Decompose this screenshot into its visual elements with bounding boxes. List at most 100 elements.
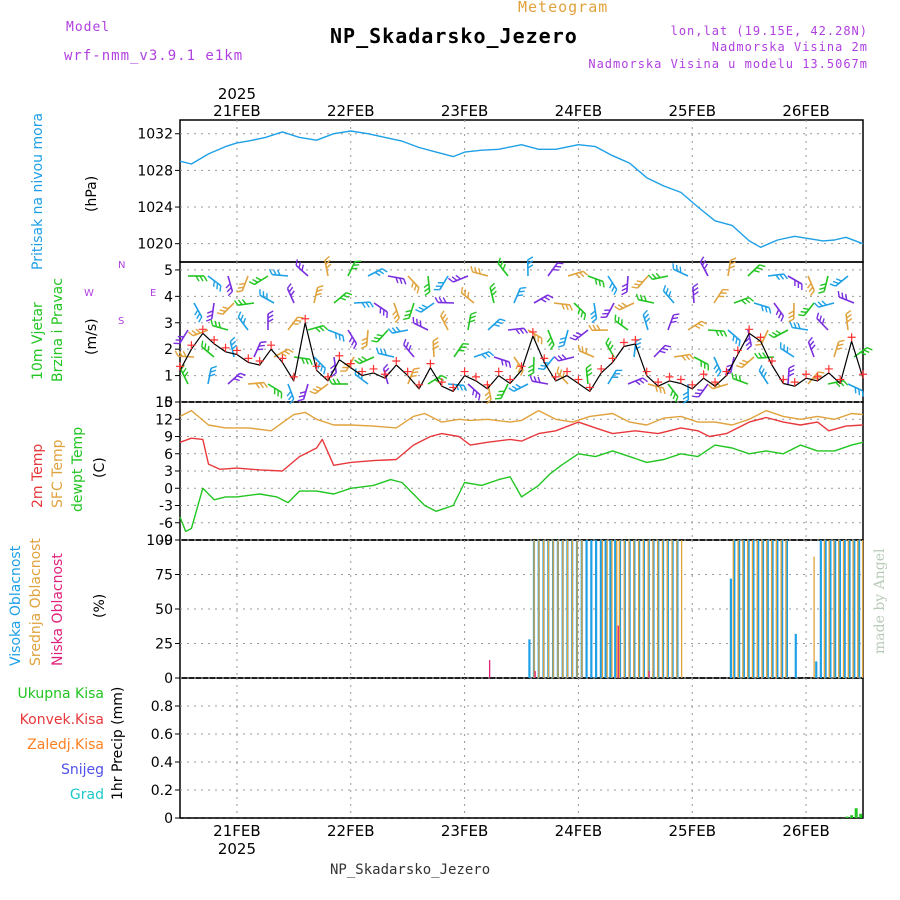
- wind-speed-marker: [369, 364, 378, 373]
- wind-barb-feather: [395, 326, 401, 332]
- wind-barb-feather: [559, 337, 567, 340]
- wind-barb-feather: [195, 328, 201, 334]
- wind-barb-feather: [540, 364, 547, 368]
- wind-barb-feather: [267, 318, 274, 323]
- precip-bar: [854, 808, 858, 818]
- wind-barb-feather: [405, 341, 409, 349]
- legend-zaledj-kisa: Zaledj.Kisa: [27, 737, 104, 753]
- bottom-date-label: 24FEB: [555, 822, 602, 840]
- wind-barb-feather: [329, 364, 336, 370]
- wind-barb-feather: [607, 341, 612, 347]
- wind-barb-feather: [236, 290, 243, 293]
- wind-barb-feather: [813, 302, 820, 308]
- wind-barb: [807, 341, 815, 358]
- wind-barb: [212, 324, 229, 331]
- wind-barb-feather: [837, 290, 840, 298]
- wind-barb-feather: [732, 335, 735, 342]
- y-tick-label: 0.8: [151, 699, 173, 715]
- wind-barb-feather: [520, 369, 524, 376]
- wind-barb-feather: [219, 309, 226, 313]
- wind-barb-feather: [674, 396, 679, 403]
- wind-barb-feather: [237, 299, 243, 306]
- wind-barb-feather: [537, 367, 545, 371]
- wind-barb-feather: [434, 296, 439, 303]
- wind-barb-feather: [415, 309, 422, 313]
- wind-barb-feather: [357, 357, 364, 363]
- y-tick-label: 12: [155, 412, 173, 428]
- wind-barb-feather: [242, 317, 247, 324]
- wind-barb-feather: [284, 350, 290, 355]
- wind-speed-marker: [335, 351, 344, 360]
- wind-speed-marker: [756, 333, 765, 342]
- wind-barb-feather: [511, 385, 518, 391]
- wind-barb-feather: [671, 316, 679, 320]
- wind-barb-feather: [301, 357, 305, 364]
- wind-barb-feather: [361, 302, 366, 308]
- wind-barb: [587, 275, 604, 283]
- wind-barb-feather: [746, 345, 752, 351]
- wind-barb-feather: [854, 387, 857, 394]
- wind-barb-feather: [679, 266, 682, 273]
- temp2m-line: [179, 416, 864, 472]
- model-label: Model: [66, 20, 111, 35]
- wind-barb-feather: [421, 304, 428, 309]
- wind-barb-feather: [748, 296, 755, 302]
- wind-barb-feather: [621, 291, 628, 296]
- wind-barb-feather: [298, 261, 302, 269]
- wind-speed-marker: [471, 372, 480, 381]
- wind-barb-feather: [735, 337, 738, 344]
- wind-barb-feather: [371, 339, 378, 343]
- wind-barb-feather: [659, 350, 666, 354]
- model-name: wrf-nmm_v3.9.1 e1km: [64, 48, 244, 64]
- y-tick-label: 25: [155, 637, 173, 653]
- wind-barb-feather: [433, 345, 439, 350]
- wind-barb-feather: [455, 384, 460, 391]
- wind-barb-feather: [322, 325, 329, 331]
- wind-barb-feather: [861, 390, 864, 397]
- wind-barb-feather: [642, 377, 648, 383]
- wind-barb-feather: [395, 277, 399, 284]
- wind-barb-feather: [403, 317, 410, 321]
- wind-barb-feather: [818, 290, 825, 294]
- wind-barb-feather: [590, 314, 597, 320]
- wind-barb-feather: [554, 265, 562, 268]
- bottom-date-label: 25FEB: [669, 822, 716, 840]
- wind-barb-feather: [845, 309, 852, 315]
- y-tick-label: 1024: [137, 200, 173, 216]
- y-tick-label: 1: [164, 369, 173, 385]
- wind-barb-feather: [323, 368, 326, 375]
- y-tick-label: 3: [164, 464, 173, 480]
- wind-barb-feather: [762, 352, 767, 358]
- wind-barb-feather: [697, 389, 704, 392]
- wind-barb-feather: [715, 367, 720, 374]
- wind-barb-feather: [319, 326, 325, 332]
- wind-barb-feather: [499, 260, 504, 267]
- wind-barb-feather: [248, 281, 255, 286]
- wind-barb-feather: [760, 368, 765, 375]
- wind-barb-feather: [583, 313, 587, 321]
- wind-barb-feather: [634, 283, 641, 286]
- wind-barb-feather: [191, 329, 198, 335]
- wind-barb-feather: [575, 332, 582, 336]
- wind-barb-feather: [180, 364, 185, 371]
- wind-barb-feather: [374, 271, 381, 277]
- wind-speed-marker: [631, 335, 640, 344]
- wind-speed-marker: [802, 370, 811, 379]
- wind-barb-feather: [546, 336, 552, 343]
- wind-barb-feather: [783, 273, 789, 280]
- wind-barb-feather: [742, 359, 749, 363]
- wind-barbs: [173, 255, 873, 405]
- wind-barb-feather: [810, 344, 816, 350]
- wind-barb-feather: [489, 282, 495, 288]
- wind-barb-feather: [517, 294, 524, 297]
- wind-barb-feather: [788, 372, 795, 377]
- wind-barb-feather: [832, 280, 839, 285]
- wind-barb-feather: [662, 347, 669, 351]
- wind-barb: [467, 383, 481, 396]
- y-tick-label: 3: [164, 316, 173, 332]
- wind-barb-feather: [239, 282, 246, 286]
- wind-barb: [567, 270, 584, 277]
- station-title: NP_Skadarsko_Jezero: [330, 24, 578, 48]
- wind-barb-feather: [768, 333, 775, 339]
- wind-barb-feather: [662, 285, 667, 292]
